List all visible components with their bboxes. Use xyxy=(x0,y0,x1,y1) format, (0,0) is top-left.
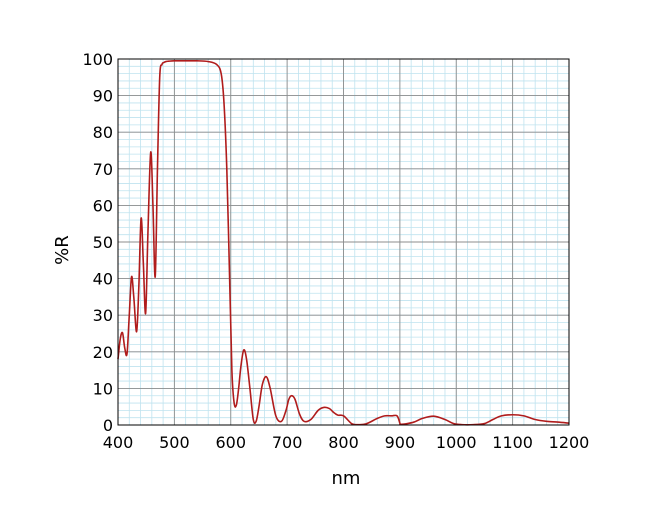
x-tick-label: 400 xyxy=(103,433,134,452)
y-tick-label: 40 xyxy=(93,270,113,289)
y-tick-label: 90 xyxy=(93,87,113,106)
y-axis-label: %R xyxy=(52,235,73,265)
x-tick-label: 1000 xyxy=(436,433,477,452)
x-tick-label: 900 xyxy=(385,433,416,452)
x-tick-label: 700 xyxy=(272,433,303,452)
y-tick-label: 70 xyxy=(93,160,113,179)
y-tick-label: 10 xyxy=(93,379,113,398)
x-axis-label: nm xyxy=(332,468,361,489)
x-tick-labels: 400 500 600 700 800 900 1000 1100 1200 xyxy=(103,433,590,452)
y-tick-label: 30 xyxy=(93,306,113,325)
y-tick-label: 60 xyxy=(93,196,113,215)
x-tick-label: 800 xyxy=(328,433,359,452)
y-tick-label: 80 xyxy=(93,123,113,142)
x-tick-label: 1100 xyxy=(492,433,533,452)
y-tick-label: 20 xyxy=(93,343,113,362)
y-tick-label: 100 xyxy=(82,50,113,69)
y-tick-label: 0 xyxy=(103,416,113,435)
y-tick-labels: 0 10 20 30 40 50 60 70 80 90 100 xyxy=(82,50,113,435)
x-tick-label: 600 xyxy=(215,433,246,452)
y-tick-label: 50 xyxy=(93,233,113,252)
plot-frame xyxy=(117,58,570,426)
reflectance-curve xyxy=(117,59,570,426)
x-tick-label: 1200 xyxy=(549,433,590,452)
x-tick-label: 500 xyxy=(159,433,190,452)
